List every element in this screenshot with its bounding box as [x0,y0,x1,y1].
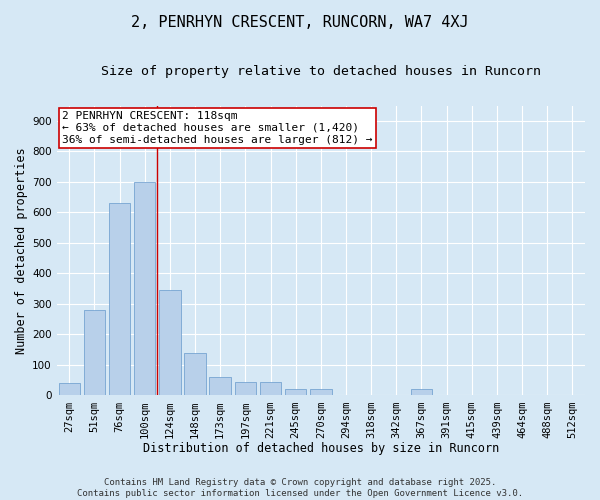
Bar [59,384,80,396]
Bar [260,382,281,396]
Text: Contains HM Land Registry data © Crown copyright and database right 2025.
Contai: Contains HM Land Registry data © Crown c… [77,478,523,498]
Title: Size of property relative to detached houses in Runcorn: Size of property relative to detached ho… [101,65,541,78]
Bar [285,390,307,396]
Bar [235,382,256,396]
Bar [159,290,181,396]
Bar [310,390,332,396]
X-axis label: Distribution of detached houses by size in Runcorn: Distribution of detached houses by size … [143,442,499,455]
Bar [134,182,155,396]
Text: 2, PENRHYN CRESCENT, RUNCORN, WA7 4XJ: 2, PENRHYN CRESCENT, RUNCORN, WA7 4XJ [131,15,469,30]
Bar [184,352,206,396]
Text: 2 PENRHYN CRESCENT: 118sqm
← 63% of detached houses are smaller (1,420)
36% of s: 2 PENRHYN CRESCENT: 118sqm ← 63% of deta… [62,112,373,144]
Bar [83,310,105,396]
Y-axis label: Number of detached properties: Number of detached properties [15,147,28,354]
Bar [109,203,130,396]
Bar [209,377,231,396]
Bar [411,390,432,396]
